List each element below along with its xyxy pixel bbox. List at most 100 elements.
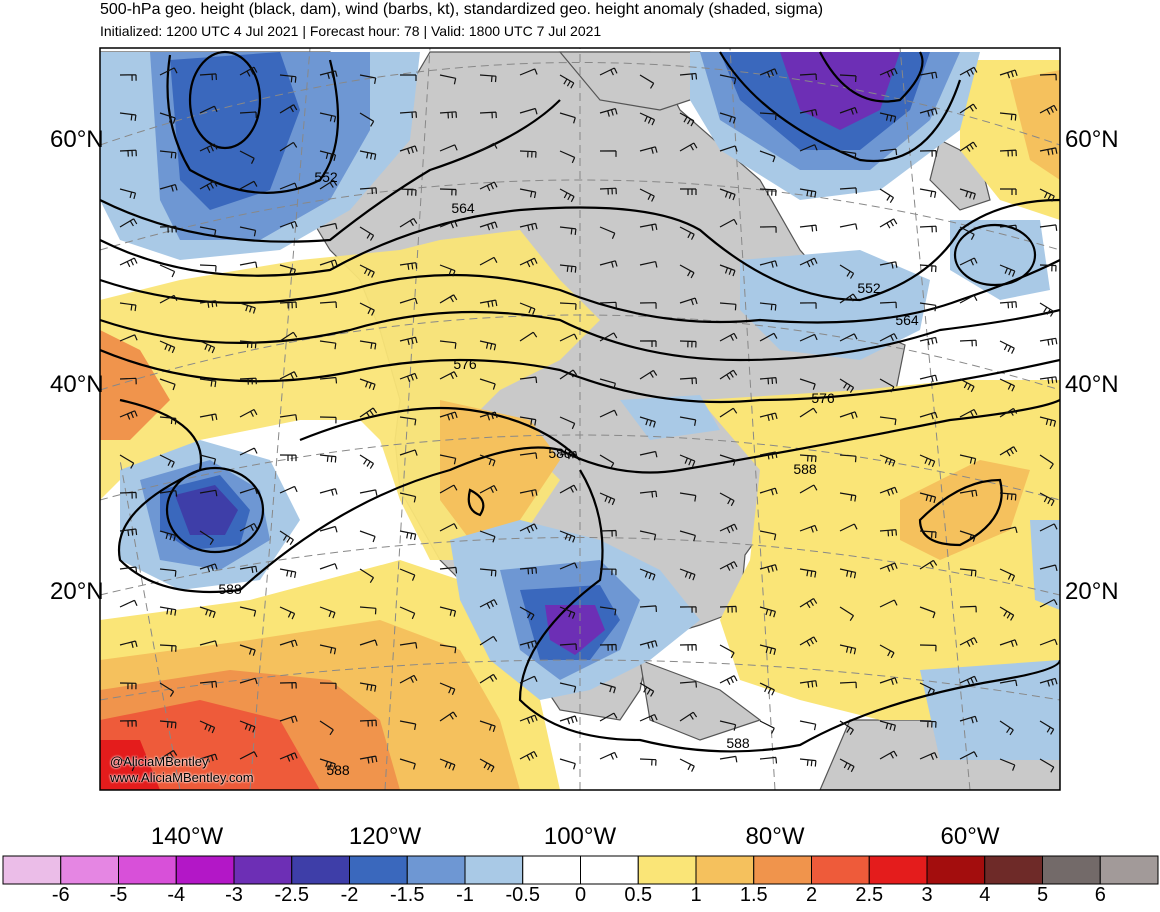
wind-barb	[239, 111, 257, 119]
lon-label-100w: 100°W	[543, 823, 617, 850]
wind-barb	[759, 606, 776, 618]
wind-barb	[439, 74, 457, 85]
wind-barb	[679, 226, 695, 240]
wind-barb	[479, 454, 496, 467]
lat-label-60n-left: 60°N	[50, 126, 104, 153]
wind-barb	[879, 67, 898, 78]
wind-barb	[239, 408, 258, 418]
wind-barb	[759, 302, 777, 311]
wind-barb	[239, 66, 258, 77]
wind-barb	[399, 111, 417, 119]
colorbar-tick-label: 0	[574, 884, 587, 906]
wind-barb	[399, 297, 418, 305]
wind-barb	[799, 73, 817, 80]
wind-barb	[1039, 188, 1055, 202]
wind-barb	[479, 340, 497, 351]
wind-barb	[319, 606, 336, 619]
contour-label: 588	[793, 461, 817, 477]
colorbar-swatch	[2, 855, 62, 885]
wind-barb	[839, 644, 857, 655]
wind-barb	[759, 487, 778, 496]
wind-barb	[239, 261, 258, 269]
wind-barb	[319, 525, 338, 533]
wind-barb	[359, 606, 377, 615]
wind-barb	[559, 264, 577, 273]
wind-barb	[359, 407, 378, 418]
wind-barb	[999, 568, 1016, 582]
wind-barb	[799, 302, 817, 309]
wind-barb	[439, 523, 458, 532]
wind-barb	[559, 484, 578, 494]
wind-barb	[919, 559, 938, 570]
wind-barb	[119, 566, 138, 574]
wind-barb	[679, 711, 698, 722]
wind-barb	[479, 256, 498, 266]
lon-label-60w: 60°W	[940, 823, 1000, 850]
wind-barb	[839, 681, 857, 689]
wind-barb	[639, 713, 658, 722]
wind-barb	[239, 606, 257, 617]
colorbar-swatch	[291, 855, 350, 885]
colorbar-tick-label: -1	[456, 884, 474, 906]
wind-barb	[719, 454, 736, 466]
wind-barb	[759, 682, 775, 696]
wind-barb	[519, 222, 538, 232]
wind-barb	[279, 182, 298, 190]
wind-barb	[319, 758, 336, 770]
credit-handle: @AliciaMBentley	[110, 754, 209, 769]
wind-barb	[679, 264, 695, 279]
wind-barb	[719, 369, 738, 380]
wind-barb	[959, 141, 978, 152]
wind-barb	[879, 599, 898, 608]
wind-barb	[919, 454, 936, 468]
wind-barb	[839, 411, 858, 419]
wind-barb	[559, 643, 577, 650]
wind-barb	[1039, 564, 1058, 572]
wind-barb	[399, 262, 418, 270]
wind-barb	[479, 221, 498, 231]
lon-label-80w: 80°W	[745, 823, 805, 850]
wind-barb	[680, 188, 697, 195]
wind-barb	[639, 369, 658, 380]
wind-barb	[639, 261, 658, 268]
wind-barb	[919, 720, 937, 728]
wind-barb	[759, 644, 777, 655]
wind-barb	[1039, 416, 1057, 427]
wind-barb	[959, 339, 977, 347]
wind-barb	[959, 408, 978, 418]
wind-barb	[359, 150, 377, 161]
wind-barb	[1000, 188, 1017, 195]
wind-barb	[439, 411, 458, 421]
wind-barb	[799, 524, 818, 533]
wind-barb	[839, 454, 857, 463]
wind-barb	[879, 454, 896, 467]
wind-barb	[199, 720, 216, 734]
wind-barb	[119, 528, 138, 537]
wind-barb	[319, 488, 338, 496]
colorbar-swatch	[695, 855, 755, 885]
colorbar-swatch	[406, 855, 466, 885]
wind-barb	[519, 452, 538, 459]
wind-barb	[359, 530, 376, 543]
wind-barb	[919, 374, 938, 383]
wind-barb	[439, 111, 457, 119]
wind-barb	[399, 449, 418, 456]
wind-barb	[959, 378, 975, 393]
colorbar-swatch	[637, 855, 697, 885]
wind-barb	[479, 74, 497, 83]
wind-barb	[199, 73, 217, 81]
wind-barb	[719, 561, 738, 571]
wind-barb	[879, 529, 897, 537]
wind-barb	[159, 749, 178, 761]
wind-barb	[159, 225, 177, 233]
wind-barb	[999, 69, 1018, 79]
wind-barb	[119, 302, 137, 312]
wind-barb	[879, 378, 895, 393]
wind-barb	[879, 750, 898, 760]
wind-barb	[159, 416, 177, 425]
wind-barb	[519, 714, 538, 724]
wind-barb	[319, 222, 338, 230]
wind-barb	[999, 264, 1016, 277]
wind-barb	[1039, 454, 1054, 470]
wind-barb	[239, 522, 258, 532]
